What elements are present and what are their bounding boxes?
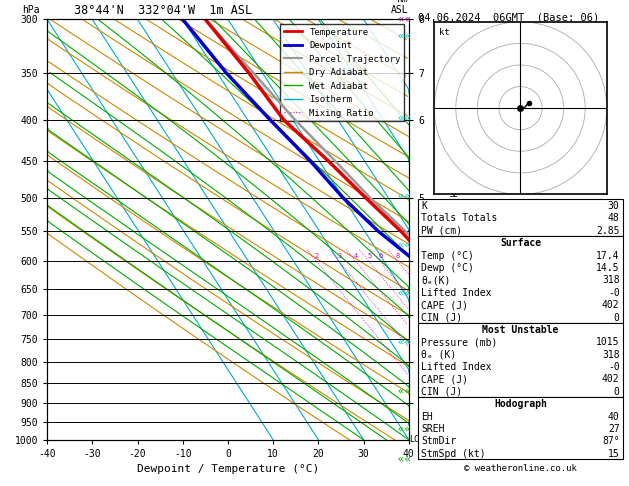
Text: »»: »» xyxy=(396,190,409,199)
Title: 38°44'N  332°04'W  1m ASL: 38°44'N 332°04'W 1m ASL xyxy=(74,4,252,17)
Text: Surface: Surface xyxy=(500,238,541,248)
Text: 30: 30 xyxy=(608,201,620,211)
Text: 14.5: 14.5 xyxy=(596,263,620,273)
Text: 87°: 87° xyxy=(602,436,620,446)
Text: »»: »» xyxy=(396,384,409,394)
Text: CAPE (J): CAPE (J) xyxy=(421,374,469,384)
Text: K: K xyxy=(421,201,427,211)
Text: 48: 48 xyxy=(608,213,620,224)
Text: 15: 15 xyxy=(608,449,620,459)
Text: Totals Totals: Totals Totals xyxy=(421,213,498,224)
Text: θₑ (K): θₑ (K) xyxy=(421,349,457,360)
Text: 0: 0 xyxy=(614,387,620,397)
Text: θₑ(K): θₑ(K) xyxy=(421,276,451,285)
Text: Mixing Ratio (g/kg): Mixing Ratio (g/kg) xyxy=(452,182,460,277)
Text: SREH: SREH xyxy=(421,424,445,434)
Text: CIN (J): CIN (J) xyxy=(421,387,462,397)
Text: 04.06.2024  06GMT  (Base: 06): 04.06.2024 06GMT (Base: 06) xyxy=(418,12,599,22)
Text: 8: 8 xyxy=(396,253,400,260)
X-axis label: Dewpoint / Temperature (°C): Dewpoint / Temperature (°C) xyxy=(137,465,319,474)
Text: Most Unstable: Most Unstable xyxy=(482,325,559,335)
Text: »»: »» xyxy=(396,29,409,39)
Text: hPa: hPa xyxy=(22,5,40,15)
Text: 27: 27 xyxy=(608,424,620,434)
Text: 318: 318 xyxy=(602,349,620,360)
Text: PW (cm): PW (cm) xyxy=(421,226,462,236)
Text: kt: kt xyxy=(438,28,449,37)
Text: 3: 3 xyxy=(337,253,342,260)
Text: km
ASL: km ASL xyxy=(391,0,409,15)
Text: 17.4: 17.4 xyxy=(596,251,620,260)
Text: 5: 5 xyxy=(367,253,371,260)
Text: CIN (J): CIN (J) xyxy=(421,312,462,323)
Text: Temp (°C): Temp (°C) xyxy=(421,251,474,260)
Text: Hodograph: Hodograph xyxy=(494,399,547,409)
Text: 4: 4 xyxy=(353,253,358,260)
Text: 1015: 1015 xyxy=(596,337,620,347)
Text: 0: 0 xyxy=(614,312,620,323)
Text: »»: »» xyxy=(396,423,409,433)
Text: EH: EH xyxy=(421,412,433,421)
Text: Lifted Index: Lifted Index xyxy=(421,362,492,372)
Text: »»: »» xyxy=(396,287,409,296)
Text: 318: 318 xyxy=(602,276,620,285)
Text: »»: »» xyxy=(396,12,409,22)
Text: -0: -0 xyxy=(608,288,620,298)
Text: Pressure (mb): Pressure (mb) xyxy=(421,337,498,347)
Text: LCL: LCL xyxy=(409,435,424,444)
Text: »»: »» xyxy=(396,238,409,248)
Text: 402: 402 xyxy=(602,300,620,310)
Text: 6: 6 xyxy=(378,253,382,260)
Text: 402: 402 xyxy=(602,374,620,384)
Text: 2: 2 xyxy=(314,253,319,260)
Text: © weatheronline.co.uk: © weatheronline.co.uk xyxy=(464,465,577,473)
Text: »»: »» xyxy=(396,112,409,122)
Legend: Temperature, Dewpoint, Parcel Trajectory, Dry Adiabat, Wet Adiabat, Isotherm, Mi: Temperature, Dewpoint, Parcel Trajectory… xyxy=(281,24,404,122)
Text: »»: »» xyxy=(396,335,409,345)
Text: -0: -0 xyxy=(608,362,620,372)
Text: 40: 40 xyxy=(608,412,620,421)
Text: 2.85: 2.85 xyxy=(596,226,620,236)
Text: StmSpd (kt): StmSpd (kt) xyxy=(421,449,486,459)
Text: »»: »» xyxy=(396,452,409,462)
Text: StmDir: StmDir xyxy=(421,436,457,446)
Text: CAPE (J): CAPE (J) xyxy=(421,300,469,310)
Text: Dewp (°C): Dewp (°C) xyxy=(421,263,474,273)
Text: Lifted Index: Lifted Index xyxy=(421,288,492,298)
